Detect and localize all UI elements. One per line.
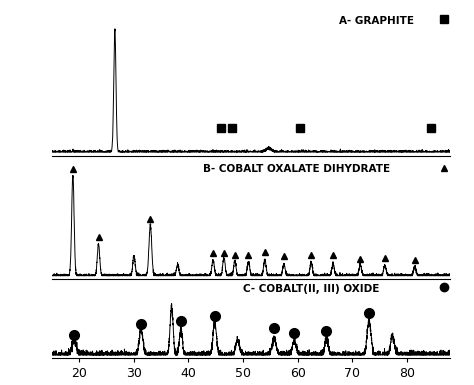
Text: A- GRAPHITE: A- GRAPHITE: [339, 16, 414, 26]
Text: C- COBALT(II, III) OXIDE: C- COBALT(II, III) OXIDE: [243, 284, 380, 294]
X-axis label: $2\theta$ (°): $2\theta$ (°): [228, 384, 274, 385]
Text: B- COBALT OXALATE DIHYDRATE: B- COBALT OXALATE DIHYDRATE: [203, 164, 391, 174]
